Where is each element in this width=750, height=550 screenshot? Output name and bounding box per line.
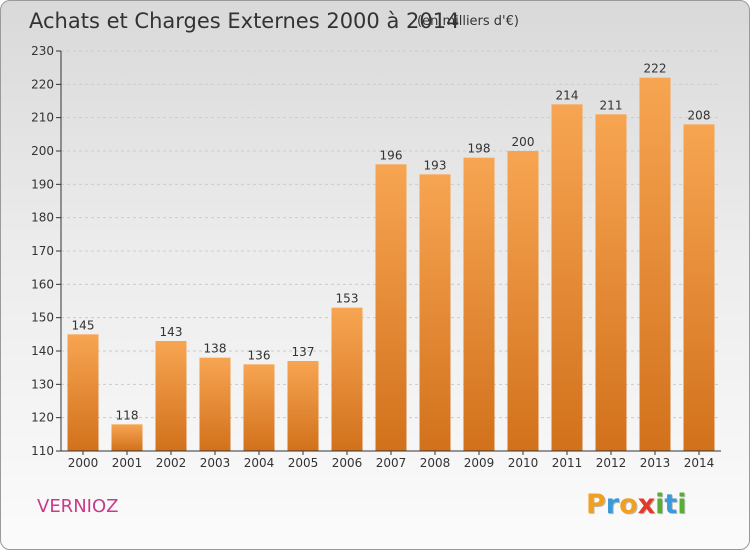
bar-2014 (683, 124, 715, 451)
x-tick-label-2008: 2008 (420, 456, 451, 470)
value-label-2011: 214 (556, 88, 579, 102)
y-tick-label: 140 (31, 344, 54, 358)
y-tick-label: 130 (31, 377, 54, 391)
bar-2003 (199, 357, 231, 451)
x-tick-label-2002: 2002 (156, 456, 187, 470)
value-label-2014: 208 (688, 108, 711, 122)
value-label-2004: 136 (248, 348, 271, 362)
bar-2009 (463, 157, 495, 451)
x-tick-label-2003: 2003 (200, 456, 231, 470)
bar-2000 (67, 334, 99, 451)
x-tick-label-2000: 2000 (68, 456, 99, 470)
logo-letter: i (655, 489, 665, 520)
chart-subtitle: (en milliers d'€) (417, 14, 519, 29)
logo-letter: t (664, 489, 678, 520)
value-label-2001: 118 (116, 408, 139, 422)
logo-letter: x (637, 489, 656, 520)
x-tick-label-2004: 2004 (244, 456, 275, 470)
value-label-2002: 143 (160, 325, 183, 339)
x-tick-label-2009: 2009 (464, 456, 495, 470)
logo-letter: r (605, 489, 620, 520)
x-tick-label-2001: 2001 (112, 456, 143, 470)
value-label-2006: 153 (336, 292, 359, 306)
proxiti-logo[interactable]: Proxiti (586, 489, 687, 520)
bar-2005 (287, 361, 319, 451)
x-tick-label-2005: 2005 (288, 456, 319, 470)
bar-2004 (243, 364, 275, 451)
bar-2013 (639, 77, 671, 452)
bar-2011 (551, 104, 583, 451)
value-label-2008: 193 (424, 158, 447, 172)
y-tick-label: 170 (31, 244, 54, 258)
value-label-2009: 198 (468, 142, 491, 156)
logo-letter: i (677, 489, 687, 520)
y-tick-label: 180 (31, 211, 54, 225)
value-label-2000: 145 (72, 318, 95, 332)
value-label-2007: 196 (380, 148, 403, 162)
y-tick-label: 120 (31, 411, 54, 425)
y-tick-label: 160 (31, 277, 54, 291)
value-label-2005: 137 (292, 345, 315, 359)
bars (67, 77, 715, 452)
x-tick-label-2013: 2013 (640, 456, 671, 470)
labels: 110 120 130 140 150 160 170 180 190 200 210 220 230 1… (31, 44, 714, 470)
value-label-2012: 211 (600, 98, 623, 112)
axes (56, 50, 721, 455)
value-label-2013: 222 (644, 62, 667, 76)
logo-letter: o (619, 489, 638, 520)
x-tick-label-2012: 2012 (596, 456, 627, 470)
bar-2002 (155, 341, 187, 451)
bar-2007 (375, 164, 407, 452)
x-tick-label-2011: 2011 (552, 456, 583, 470)
y-tick-label: 190 (31, 177, 54, 191)
x-tick-label-2007: 2007 (376, 456, 407, 470)
y-tick-label: 220 (31, 77, 54, 91)
y-tick-label: 110 (31, 444, 54, 458)
bar-2008 (419, 174, 451, 452)
y-tick-label: 210 (31, 111, 54, 125)
y-tick-label: 230 (31, 44, 54, 58)
bar-2006 (331, 307, 363, 451)
x-tick-label-2006: 2006 (332, 456, 363, 470)
value-label-2010: 200 (512, 135, 535, 149)
bar-2010 (507, 151, 539, 451)
x-tick-label-2014: 2014 (684, 456, 715, 470)
bar-2012 (595, 114, 627, 451)
bar-2001 (111, 424, 143, 451)
value-label-2003: 138 (204, 342, 227, 356)
commune-name: VERNIOZ (37, 496, 119, 517)
y-tick-label: 200 (31, 144, 54, 158)
chart-title: Achats et Charges Externes 2000 à 2014 (29, 9, 460, 33)
logo-letter: P (586, 489, 606, 520)
x-tick-label-2010: 2010 (508, 456, 539, 470)
y-tick-label: 150 (31, 311, 54, 325)
